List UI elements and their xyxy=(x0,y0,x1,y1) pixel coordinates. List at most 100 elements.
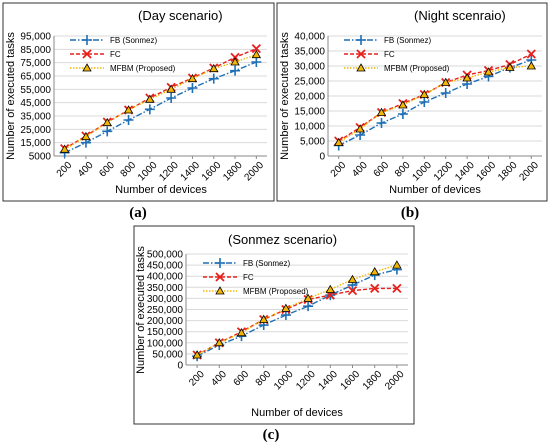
chart-title: (Night scenraio) xyxy=(414,8,506,23)
data-point xyxy=(398,100,408,109)
series-line xyxy=(64,48,257,150)
data-point xyxy=(281,303,291,312)
legend-marker xyxy=(82,35,92,45)
data-point xyxy=(123,105,134,114)
data-point xyxy=(214,337,224,347)
x-axis-title: Number of devices xyxy=(115,184,207,196)
y-tick-label: 250,000 xyxy=(147,305,184,316)
data-point xyxy=(376,118,387,128)
data-point xyxy=(230,57,240,66)
data-point xyxy=(303,293,313,302)
data-point xyxy=(419,97,430,107)
y-tick-label: 30,000 xyxy=(294,62,325,73)
y-axis-title: Number of executed tasks xyxy=(279,32,291,160)
y-tick-label: 100,000 xyxy=(147,338,184,349)
data-point xyxy=(145,94,155,103)
y-tick-label: 25,000 xyxy=(294,77,325,88)
subfigure-caption: (a) xyxy=(129,205,147,221)
data-point xyxy=(526,61,536,70)
legend: FB (Sonmez) FC MFBM (Proposed) xyxy=(344,35,450,73)
data-point xyxy=(355,124,365,133)
chart-sonmez: 050,000100,000150,000200,000250,000300,0… xyxy=(133,225,415,425)
data-point xyxy=(144,104,155,115)
legend-marker xyxy=(356,49,366,59)
data-point xyxy=(192,350,202,359)
data-point xyxy=(370,283,380,294)
data-point xyxy=(419,89,429,98)
data-point xyxy=(209,63,219,73)
data-point xyxy=(187,73,198,83)
legend-label: FB (Sonmez) xyxy=(110,36,157,45)
series-plus xyxy=(59,57,262,158)
data-point xyxy=(236,328,247,337)
legend-label: MFBM (Proposed) xyxy=(384,64,450,73)
x-axis-title: Number of devices xyxy=(251,407,343,419)
legend: FB (Sonmez) FC MFBM (Proposed) xyxy=(70,35,176,73)
series-line xyxy=(64,61,257,154)
series-triangle xyxy=(192,260,402,359)
data-point xyxy=(370,266,380,276)
legend-label: FC xyxy=(243,273,254,282)
data-point xyxy=(334,137,344,146)
data-point xyxy=(462,73,472,82)
series-triangle xyxy=(334,61,536,146)
data-point xyxy=(208,73,219,84)
y-tick-label: 25,000 xyxy=(20,125,51,136)
legend-marker xyxy=(215,286,225,295)
data-point xyxy=(347,274,358,283)
x-axis-title: Number of devices xyxy=(389,184,481,196)
legend-label: FB (Sonmez) xyxy=(243,259,290,268)
series-line xyxy=(64,54,257,150)
chart-day: 5000 15,000 25,000 35,000 45,000 55,000 65,000… xyxy=(2,2,275,202)
legend-marker xyxy=(356,35,366,45)
y-tick-label: 500,000 xyxy=(147,250,184,261)
y-tick-label: 45,000 xyxy=(20,98,51,109)
data-point xyxy=(59,144,70,153)
data-point xyxy=(392,260,402,269)
legend-label: FB (Sonmez) xyxy=(384,36,431,45)
y-tick-label: 0 xyxy=(319,152,325,163)
chart-night: 0 5,000 10,000 15,000 20,000 25,000 30,000 35,0… xyxy=(276,2,548,202)
series-line xyxy=(338,59,532,147)
data-point xyxy=(397,109,408,119)
legend-marker xyxy=(356,63,366,72)
data-point xyxy=(483,67,494,76)
legend-label: MFBM (Proposed) xyxy=(110,64,176,73)
y-axis-title: Number of executed tasks xyxy=(135,246,147,374)
y-tick-label: 300,000 xyxy=(147,294,184,305)
chart-title: (Day scenario) xyxy=(138,8,223,23)
y-tick-label: 85,000 xyxy=(20,45,51,56)
y-tick-label: 20,000 xyxy=(294,92,325,103)
y-axis-title: Number of executed tasks xyxy=(5,32,17,160)
y-tick-label: 95,000 xyxy=(20,32,51,43)
y-tick-label: 0 xyxy=(177,361,183,372)
data-point xyxy=(440,88,451,98)
data-point xyxy=(251,57,262,67)
data-point xyxy=(166,84,176,93)
y-tick-label: 450,000 xyxy=(147,261,184,272)
y-tick-label: 50,000 xyxy=(152,349,183,360)
y-tick-label: 350,000 xyxy=(147,283,184,294)
legend-label: MFBM (Proposed) xyxy=(243,287,309,296)
y-tick-label: 65,000 xyxy=(20,72,51,83)
y-tick-label: 5000 xyxy=(29,152,52,163)
data-point xyxy=(81,131,91,141)
data-point xyxy=(441,77,451,86)
series-line xyxy=(196,268,398,357)
series-triangle xyxy=(59,49,262,153)
data-point xyxy=(505,62,515,71)
subfigure-caption: (b) xyxy=(401,205,419,221)
legend-marker xyxy=(82,63,92,72)
data-point xyxy=(251,44,261,54)
data-point xyxy=(102,126,113,137)
chart-title: (Sonmez scenario) xyxy=(228,232,337,247)
data-point xyxy=(187,83,198,93)
legend: FB (Sonmez) FC MFBM (Proposed) xyxy=(203,258,309,296)
subfigure-caption: (c) xyxy=(263,427,280,443)
chart-frame xyxy=(133,225,415,425)
y-tick-label: 35,000 xyxy=(294,47,325,58)
y-tick-label: 55,000 xyxy=(20,85,51,96)
data-point xyxy=(325,284,335,293)
data-point xyxy=(392,283,402,294)
